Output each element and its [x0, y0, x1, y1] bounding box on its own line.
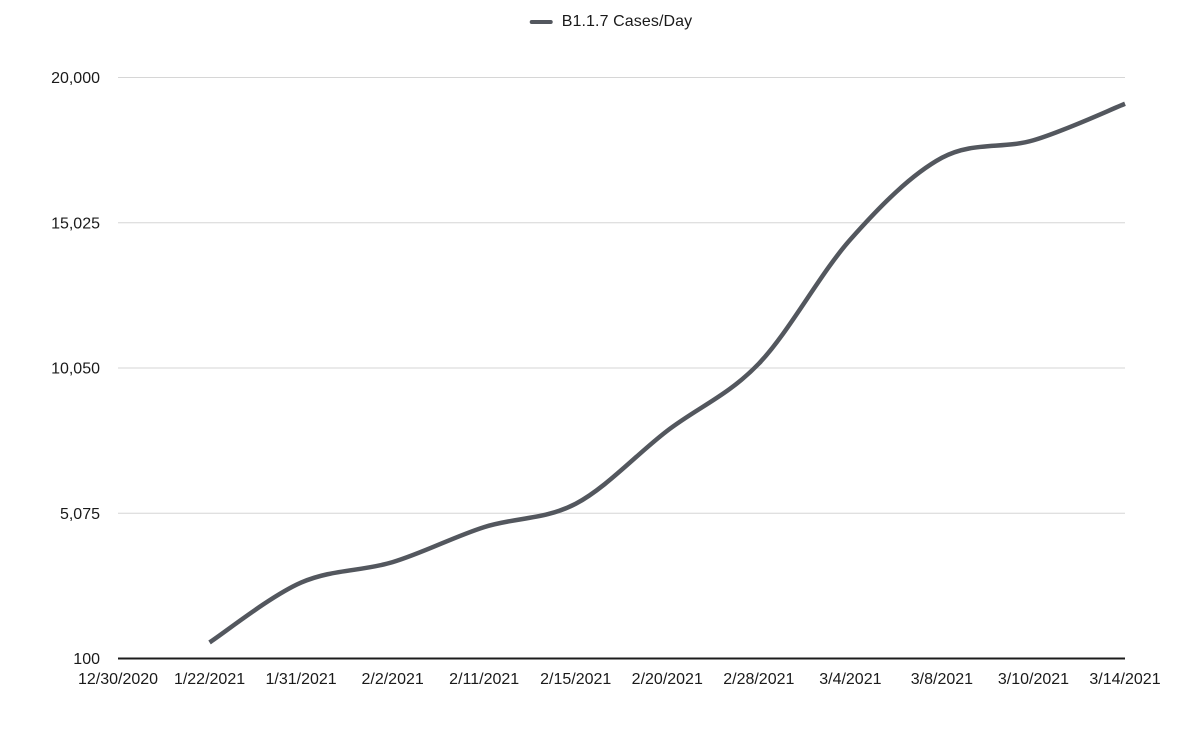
series-line [208, 101, 1126, 645]
x-tick-label: 3/4/2021 [819, 671, 881, 688]
y-tick-label: 100 [73, 651, 100, 668]
x-tick-label: 2/20/2021 [632, 671, 703, 688]
legend-dash-icon [529, 20, 553, 24]
x-tick-label: 3/8/2021 [911, 671, 973, 688]
x-tick-label: 12/30/2020 [78, 671, 158, 688]
y-tick-label: 5,075 [60, 506, 100, 523]
x-tick-label: 1/22/2021 [174, 671, 245, 688]
x-tick-label: 2/11/2021 [449, 671, 519, 688]
x-tick-label: 3/14/2021 [1089, 671, 1160, 688]
y-tick-label: 20,000 [51, 70, 100, 87]
y-tick-label: 10,050 [51, 361, 100, 378]
x-tick-label: 2/2/2021 [361, 671, 423, 688]
x-tick-label: 2/15/2021 [540, 671, 611, 688]
x-tick-label: 2/28/2021 [723, 671, 794, 688]
chart-legend: B1.1.7 Cases/Day [529, 13, 693, 31]
legend-label: B1.1.7 Cases/Day [561, 13, 693, 30]
x-tick-label: 3/10/2021 [998, 671, 1069, 688]
x-tick-label: 1/31/2021 [265, 671, 336, 688]
y-tick-label: 15,025 [51, 215, 100, 232]
